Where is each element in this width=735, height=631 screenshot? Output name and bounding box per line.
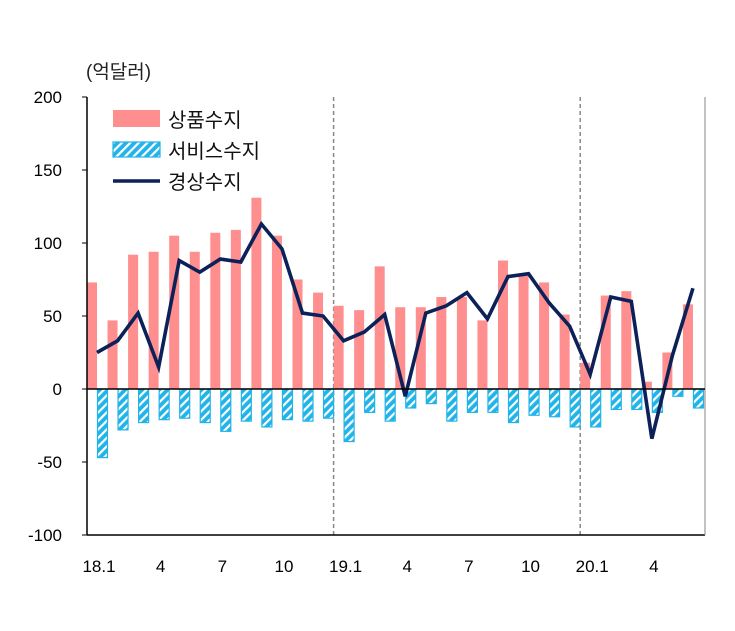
y-tick-label: 50 bbox=[43, 307, 62, 326]
x-tick-label: 4 bbox=[156, 557, 165, 576]
goods-bar bbox=[169, 235, 180, 389]
goods-bar bbox=[559, 314, 570, 389]
x-tick-label: 4 bbox=[649, 557, 658, 576]
goods-bar bbox=[580, 362, 591, 389]
goods-bar bbox=[292, 279, 303, 389]
services-bar bbox=[631, 388, 643, 411]
x-tick-label: 10 bbox=[521, 557, 540, 576]
services-bar bbox=[240, 388, 252, 422]
goods-bar bbox=[436, 297, 447, 389]
goods-bar bbox=[148, 251, 159, 389]
services-bar bbox=[692, 388, 705, 409]
services-bar bbox=[322, 388, 335, 419]
goods-bar bbox=[477, 320, 488, 389]
goods-bar bbox=[415, 307, 426, 389]
services-bar bbox=[446, 388, 458, 422]
goods-bar bbox=[374, 266, 385, 389]
goods-bar bbox=[230, 229, 241, 389]
x-tick-label: 7 bbox=[464, 557, 473, 576]
services-bar bbox=[466, 388, 478, 413]
services-bar bbox=[364, 388, 376, 413]
unit-label: (억달러) bbox=[86, 61, 151, 83]
goods-bar bbox=[395, 307, 406, 389]
services-bar bbox=[548, 388, 561, 418]
services-bar bbox=[281, 388, 294, 421]
goods-bar bbox=[456, 297, 467, 389]
goods-bar bbox=[87, 282, 97, 389]
x-tick-label: 4 bbox=[403, 557, 412, 576]
x-tick-label: 10 bbox=[274, 557, 293, 576]
services-bar bbox=[569, 388, 581, 428]
services-bar bbox=[220, 388, 232, 432]
goods-bar bbox=[641, 381, 652, 389]
services-bar bbox=[528, 388, 540, 416]
services-bar bbox=[384, 388, 396, 422]
y-tick-label: -100 bbox=[28, 526, 62, 545]
x-tick-label: 20.1 bbox=[576, 557, 609, 576]
services-bar bbox=[343, 388, 355, 443]
goods-bar bbox=[271, 235, 282, 389]
y-tick-label: 200 bbox=[34, 88, 62, 107]
services-bar bbox=[590, 388, 602, 428]
legend-swatch-goods bbox=[113, 110, 160, 127]
services-bar bbox=[199, 388, 211, 424]
services-bar bbox=[302, 388, 314, 422]
x-tick-label: 19.1 bbox=[329, 557, 362, 576]
goods-bar bbox=[682, 304, 693, 389]
goods-bar bbox=[210, 232, 221, 389]
services-bar bbox=[138, 388, 150, 424]
goods-bar bbox=[251, 197, 262, 389]
goods-bar bbox=[539, 282, 550, 389]
services-bar bbox=[425, 388, 437, 405]
goods-bar bbox=[354, 310, 365, 389]
services-bar bbox=[96, 388, 109, 459]
legend-label-current-account: 경상수지 bbox=[168, 171, 242, 194]
goods-bar bbox=[189, 251, 200, 389]
services-bar bbox=[158, 388, 170, 421]
y-tick-label: 100 bbox=[34, 234, 62, 253]
goods-bar bbox=[333, 305, 344, 389]
services-bar bbox=[672, 388, 684, 397]
goods-bar bbox=[498, 260, 508, 389]
x-tick-label: 7 bbox=[218, 557, 227, 576]
goods-bar bbox=[107, 320, 118, 389]
services-bar bbox=[507, 388, 520, 424]
services-bar bbox=[117, 388, 129, 431]
goods-bar bbox=[600, 295, 611, 389]
goods-bar bbox=[518, 273, 529, 389]
goods-bar bbox=[621, 291, 632, 389]
legend-swatch-services bbox=[112, 141, 161, 158]
x-tick-label: 18.1 bbox=[82, 557, 115, 576]
goods-bar bbox=[313, 292, 324, 389]
legend-label-goods: 상품수지 bbox=[168, 109, 242, 132]
services-bar bbox=[610, 388, 622, 411]
services-bar bbox=[487, 388, 499, 413]
current-account-line bbox=[96, 220, 695, 440]
legend-label-services: 서비스수지 bbox=[168, 140, 260, 163]
y-tick-label: 0 bbox=[53, 380, 62, 399]
y-tick-label: 150 bbox=[34, 161, 62, 180]
services-bar bbox=[261, 388, 273, 428]
y-tick-label: -50 bbox=[37, 453, 62, 472]
services-bar bbox=[179, 388, 191, 419]
